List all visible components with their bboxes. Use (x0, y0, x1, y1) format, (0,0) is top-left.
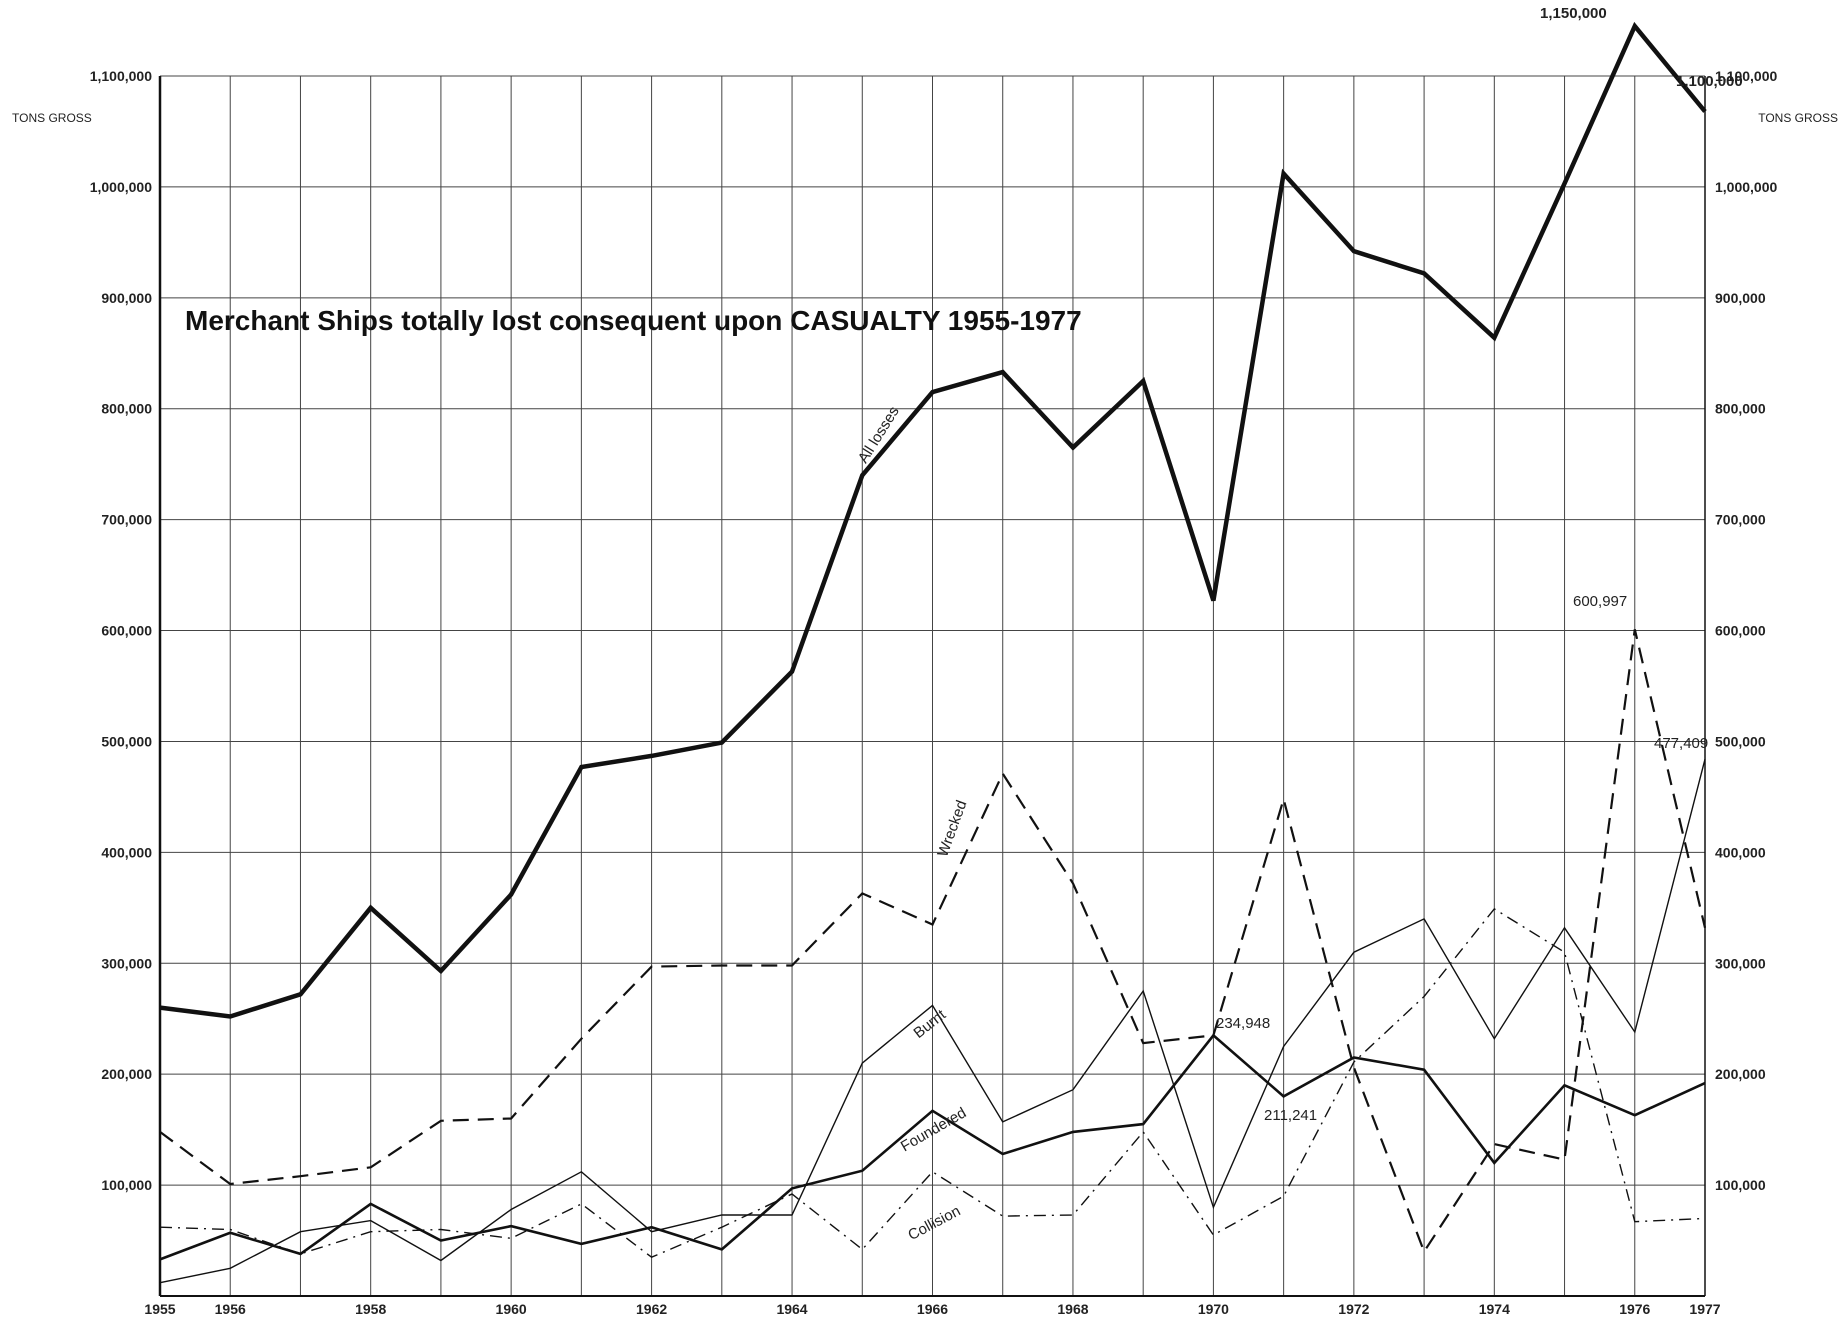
x-tick-label: 1958 (355, 1301, 386, 1317)
x-tick-label: 1956 (215, 1301, 246, 1317)
series-line-foundered (159, 1033, 1706, 1261)
y-tick-label-right: 800,000 (1715, 401, 1766, 417)
y-tick-label-right: 700,000 (1715, 512, 1766, 528)
y-axis-label-right: TONS GROSS (1758, 111, 1838, 125)
y-tick-label-right: 200,000 (1715, 1066, 1766, 1082)
y-tick-label-left: 1,000,000 (90, 179, 152, 195)
value-annotation: 234,948 (1216, 1015, 1270, 1032)
series-line-all-losses (159, 21, 1707, 1019)
x-tick-label: 1960 (496, 1301, 527, 1317)
x-tick-label: 1968 (1057, 1301, 1088, 1317)
y-tick-label-left: 200,000 (101, 1066, 152, 1082)
y-tick-label-left: 800,000 (101, 401, 152, 417)
x-tick-label: 1970 (1198, 1301, 1229, 1317)
grid (158, 75, 1706, 1297)
x-tick-label: 1955 (144, 1301, 175, 1317)
y-tick-label-left: 1,100,000 (90, 68, 152, 84)
y-tick-label-left: 400,000 (101, 844, 152, 860)
y-tick-label-right: 300,000 (1715, 955, 1766, 971)
chart-title: Merchant Ships totally lost consequent u… (185, 305, 1082, 336)
value-annotation: 600,997 (1573, 593, 1627, 610)
series-label-burnt: Burnt (910, 1006, 949, 1042)
y-tick-label-left: 300,000 (101, 955, 152, 971)
y-tick-label-left: 100,000 (101, 1177, 152, 1193)
x-tick-label: 1974 (1479, 1301, 1510, 1317)
value-annotation: 1,150,000 (1540, 5, 1607, 22)
annotations: 1,150,000 1,100,000 600,997 477,409 234,948 2… (1216, 5, 1743, 1124)
x-tick-label: 1964 (776, 1301, 807, 1317)
y-tick-label-right: 600,000 (1715, 623, 1766, 639)
series-label-wrecked: Wrecked (934, 798, 970, 859)
y-tick-label-right: 1,000,000 (1715, 179, 1777, 195)
y-tick-label-left: 500,000 (101, 733, 152, 749)
y-tick-label-right: 100,000 (1715, 1177, 1766, 1193)
x-tick-label: 1976 (1619, 1301, 1650, 1317)
x-tick-label: 1966 (917, 1301, 948, 1317)
y-tick-label-right: 400,000 (1715, 844, 1766, 860)
value-annotation: 477,409 (1654, 735, 1708, 752)
x-tick-label: 1977 (1689, 1301, 1720, 1317)
y-tick-label-left: 900,000 (101, 290, 152, 306)
value-annotation: 211,241 (1264, 1107, 1317, 1124)
y-tick-label-left: 700,000 (101, 512, 152, 528)
x-tick-label: 1972 (1338, 1301, 1369, 1317)
x-ticks: 1955 1956 1958 1960 1962 1964 1966 1968 1970 1972… (144, 1301, 1720, 1317)
y-tick-label-right: 1,100,000 (1715, 68, 1777, 84)
y-tick-label-left: 600,000 (101, 623, 152, 639)
series-label-collision: Collision (905, 1202, 963, 1244)
series-line-burnt (159, 759, 1706, 1284)
y-tick-label-right: 500,000 (1715, 733, 1766, 749)
series-line-wrecked (159, 629, 1707, 1255)
value-annotation: 1,100,000 (1676, 73, 1743, 90)
x-tick-label: 1962 (636, 1301, 667, 1317)
y-ticks-right: 100,000 200,000 300,000 400,000 500,000 600,0… (1715, 68, 1777, 1193)
y-ticks-left: 100,000 200,000 300,000 400,000 500,000 600,0… (90, 68, 153, 1193)
series-line-collision (159, 907, 1706, 1259)
series-lines (159, 21, 1707, 1284)
y-tick-label-right: 900,000 (1715, 290, 1766, 306)
y-axis-label-left: TONS GROSS (12, 111, 92, 125)
